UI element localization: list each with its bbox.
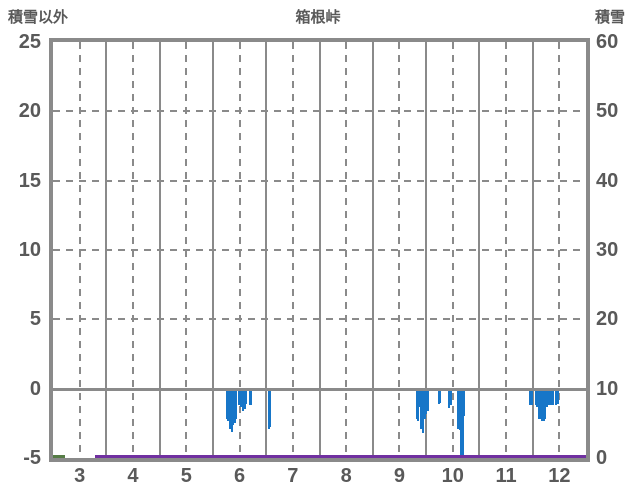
data-bar — [232, 388, 235, 425]
data-bar — [418, 388, 421, 407]
data-bar — [541, 388, 544, 421]
data-bar — [250, 388, 253, 406]
right-axis-tick-label: 50 — [596, 100, 619, 123]
data-bar — [539, 388, 542, 420]
data-bar — [544, 388, 547, 420]
right-axis-tick-label: 30 — [596, 239, 619, 261]
data-bar — [461, 388, 464, 456]
left-axis-tick-label: 20 — [18, 100, 41, 123]
data-bar — [534, 388, 537, 406]
data-bar — [233, 388, 236, 424]
data-bar — [239, 388, 242, 407]
data-bar — [248, 388, 251, 406]
data-bar — [242, 388, 245, 411]
data-bar — [549, 388, 552, 406]
data-bar — [448, 388, 451, 409]
left-axis-tick-label: 15 — [18, 169, 41, 192]
right-axis-tick-label: 0 — [596, 447, 608, 469]
right-axis-tick-label: 20 — [596, 308, 619, 331]
x-axis-tick-label: 8 — [340, 465, 352, 487]
data-bar — [269, 388, 272, 428]
data-bar — [238, 388, 241, 406]
data-bar — [437, 388, 440, 404]
data-bar — [421, 388, 424, 434]
plot-area — [49, 38, 590, 462]
x-axis-tick-label: 9 — [393, 465, 405, 487]
data-bar — [536, 388, 539, 407]
x-axis-tick-label: 7 — [287, 465, 299, 487]
data-bar — [458, 388, 461, 431]
data-bar — [425, 388, 428, 414]
x-axis-tick-label: 5 — [180, 465, 192, 487]
x-axis-tick-label: 10 — [441, 465, 464, 487]
data-bar — [230, 388, 233, 432]
x-axis-tick-label: 11 — [495, 465, 517, 487]
data-bar — [267, 388, 270, 429]
gridline-horizontal-dashed — [53, 318, 586, 321]
data-bar — [530, 388, 533, 406]
data-bar — [555, 388, 558, 406]
data-bar — [415, 388, 418, 420]
x-axis-tick-label: 4 — [127, 465, 139, 487]
left-axis-tick-label: 10 — [18, 239, 41, 261]
data-bar — [449, 388, 452, 406]
data-bar — [225, 388, 228, 420]
right-axis-tick-label: 10 — [596, 377, 619, 400]
right-axis-title: 積雪 — [594, 9, 625, 26]
right-axis-tick-label: 40 — [596, 169, 619, 192]
data-bar — [463, 388, 466, 417]
x-axis-tick-label: 6 — [233, 465, 246, 487]
left-axis-tick-label: 0 — [29, 377, 41, 400]
data-bar — [245, 388, 248, 404]
green-line-segment — [53, 455, 65, 458]
data-bar — [550, 388, 553, 406]
data-bar — [439, 388, 442, 403]
x-axis-tick-label: 12 — [548, 465, 571, 487]
data-bar — [457, 388, 460, 429]
data-bar — [538, 388, 541, 420]
gridline-horizontal-dashed — [53, 249, 586, 251]
data-bar — [227, 388, 230, 421]
left-axis-tick-label: -5 — [23, 447, 41, 469]
left-axis-tick-label: 25 — [18, 31, 41, 53]
left-axis-tick-label: 5 — [29, 308, 41, 331]
data-bar — [228, 388, 231, 429]
data-bar — [529, 388, 532, 406]
sekisetsu-line — [94, 455, 586, 458]
right-axis-tick-label: 60 — [596, 31, 619, 53]
gridline-horizontal-dashed — [53, 110, 586, 113]
data-bar — [552, 388, 555, 406]
data-bar — [235, 388, 238, 420]
data-bar — [542, 388, 545, 421]
data-bar — [547, 388, 550, 406]
data-bar — [556, 388, 559, 404]
data-bar — [243, 388, 246, 410]
data-bar — [423, 388, 426, 420]
data-bar — [460, 388, 463, 458]
left-axis-title: 積雪以外 — [8, 9, 69, 26]
data-bar — [420, 388, 423, 429]
data-bar — [426, 388, 429, 411]
x-axis-tick-label: 3 — [74, 465, 86, 487]
zero-line — [53, 387, 586, 391]
data-bar — [546, 388, 549, 407]
gridline-horizontal-dashed — [53, 179, 586, 182]
chart-title: 箱根峠 — [295, 9, 341, 26]
data-bar — [417, 388, 420, 421]
